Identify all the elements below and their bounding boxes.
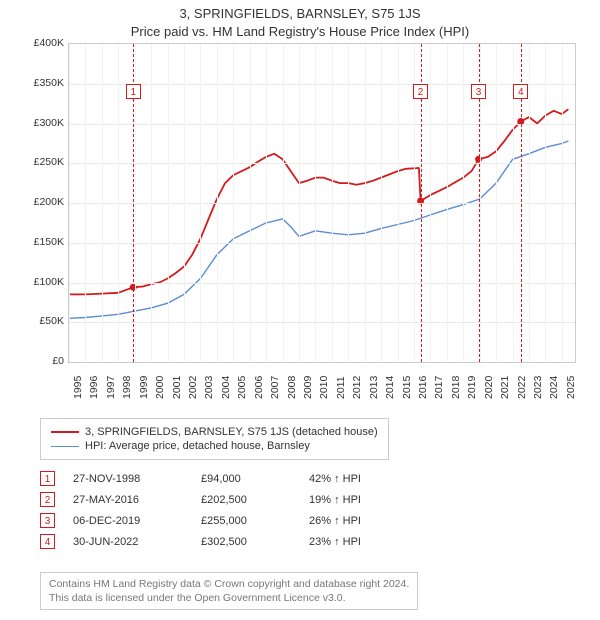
x-tick-label: 2019 [466, 376, 478, 399]
legend-swatch [51, 431, 79, 433]
y-tick-label: £200K [34, 196, 64, 208]
y-axis-labels: £0£50K£100K£150K£200K£250K£300K£350K£400… [20, 43, 68, 403]
y-tick-label: £100K [34, 276, 64, 288]
transactions-table: 1 27-NOV-1998 £94,000 42% ↑ HPI 2 27-MAY… [40, 468, 399, 552]
transaction-hpi: 23% ↑ HPI [309, 536, 399, 548]
transaction-price: £94,000 [201, 473, 291, 485]
transaction-date: 27-MAY-2016 [73, 494, 183, 506]
transaction-date: 30-JUN-2022 [73, 536, 183, 548]
y-tick-label: £350K [34, 77, 64, 89]
x-tick-label: 2020 [483, 376, 495, 399]
x-tick-label: 2017 [433, 376, 445, 399]
table-row: 1 27-NOV-1998 £94,000 42% ↑ HPI [40, 468, 399, 489]
legend-label: HPI: Average price, detached house, Barn… [85, 440, 310, 452]
y-tick-label: £150K [34, 236, 64, 248]
x-tick-label: 2003 [203, 376, 215, 399]
table-row: 4 30-JUN-2022 £302,500 23% ↑ HPI [40, 531, 399, 552]
x-tick-label: 2005 [236, 376, 248, 399]
transaction-marker-icon: 4 [40, 534, 55, 549]
x-tick-label: 2001 [171, 376, 183, 399]
legend-row: 3, SPRINGFIELDS, BARNSLEY, S75 1JS (deta… [51, 425, 378, 439]
transaction-marker-box: 2 [413, 84, 428, 99]
table-row: 3 06-DEC-2019 £255,000 26% ↑ HPI [40, 510, 399, 531]
transaction-marker-icon: 2 [40, 492, 55, 507]
x-tick-label: 2022 [516, 376, 528, 399]
x-tick-label: 2009 [302, 376, 314, 399]
x-tick-label: 2018 [450, 376, 462, 399]
transaction-marker-box: 3 [471, 84, 486, 99]
x-tick-label: 2002 [187, 376, 199, 399]
legend: 3, SPRINGFIELDS, BARNSLEY, S75 1JS (deta… [40, 418, 389, 460]
plot-area: 1 2 3 4 [68, 43, 576, 363]
x-axis-labels: 1995 1996 1997 1998 1999 2000 2001 2002 2003 2004… [68, 365, 576, 405]
transaction-price: £255,000 [201, 515, 291, 527]
transaction-marker-box: 1 [126, 84, 141, 99]
x-tick-label: 1999 [138, 376, 150, 399]
x-tick-label: 2024 [548, 376, 560, 399]
x-tick-label: 2021 [499, 376, 511, 399]
x-tick-label: 2010 [318, 376, 330, 399]
transaction-hpi: 42% ↑ HPI [309, 473, 399, 485]
legend-label: 3, SPRINGFIELDS, BARNSLEY, S75 1JS (deta… [85, 426, 378, 438]
x-tick-label: 2011 [335, 376, 347, 399]
table-row: 2 27-MAY-2016 £202,500 19% ↑ HPI [40, 489, 399, 510]
legend-row: HPI: Average price, detached house, Barn… [51, 439, 378, 453]
footer-line: Contains HM Land Registry data © Crown c… [49, 577, 409, 591]
x-tick-label: 1998 [121, 376, 133, 399]
transaction-date: 06-DEC-2019 [73, 515, 183, 527]
y-tick-label: £300K [34, 117, 64, 129]
y-tick-label: £250K [34, 156, 64, 168]
transaction-date: 27-NOV-1998 [73, 473, 183, 485]
x-tick-label: 1995 [72, 376, 84, 399]
attribution-footer: Contains HM Land Registry data © Crown c… [40, 572, 418, 610]
chart-container: 3, SPRINGFIELDS, BARNSLEY, S75 1JS Price… [0, 0, 600, 620]
x-tick-label: 2007 [269, 376, 281, 399]
x-tick-label: 1997 [105, 376, 117, 399]
x-tick-label: 2006 [253, 376, 265, 399]
chart-subtitle: Price paid vs. HM Land Registry's House … [0, 21, 600, 43]
transaction-marker-icon: 3 [40, 513, 55, 528]
x-tick-label: 2000 [154, 376, 166, 399]
chart-area: £0£50K£100K£150K£200K£250K£300K£350K£400… [20, 43, 580, 403]
x-tick-label: 2025 [565, 376, 577, 399]
transaction-hpi: 19% ↑ HPI [309, 494, 399, 506]
transaction-marker-box: 4 [513, 84, 528, 99]
footer-line: This data is licensed under the Open Gov… [49, 591, 409, 605]
x-tick-label: 2012 [351, 376, 363, 399]
chart-title: 3, SPRINGFIELDS, BARNSLEY, S75 1JS [0, 0, 600, 21]
x-tick-label: 2004 [220, 376, 232, 399]
x-tick-label: 2015 [401, 376, 413, 399]
legend-swatch [51, 446, 79, 447]
y-tick-label: £400K [34, 37, 64, 49]
transaction-marker-icon: 1 [40, 471, 55, 486]
x-tick-label: 2014 [384, 376, 396, 399]
x-tick-label: 2008 [286, 376, 298, 399]
y-tick-label: £0 [52, 355, 64, 367]
transaction-hpi: 26% ↑ HPI [309, 515, 399, 527]
transaction-price: £202,500 [201, 494, 291, 506]
x-tick-label: 2013 [368, 376, 380, 399]
y-tick-label: £50K [39, 315, 64, 327]
transaction-price: £302,500 [201, 536, 291, 548]
x-tick-label: 1996 [88, 376, 100, 399]
x-tick-label: 2023 [532, 376, 544, 399]
x-tick-label: 2016 [417, 376, 429, 399]
